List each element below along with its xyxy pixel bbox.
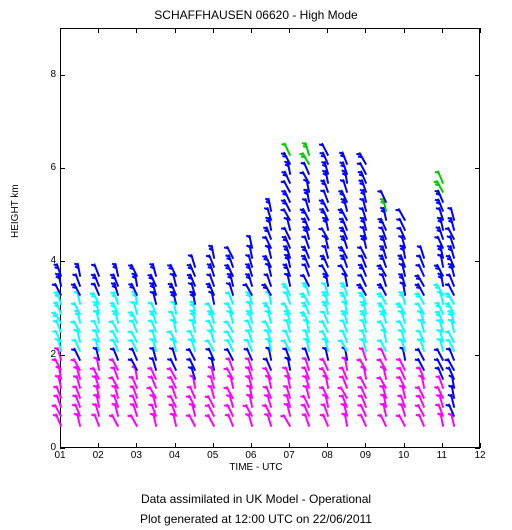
y-tick-label: 8: [26, 69, 56, 80]
x-tick-label: 06: [241, 450, 261, 461]
x-tick-label: 07: [279, 450, 299, 461]
x-tick-label: 05: [203, 450, 223, 461]
chart-title: SCHAFFHAUSEN 06620 - High Mode: [0, 8, 512, 22]
wind-barb: [304, 142, 309, 156]
wind-barb: [152, 263, 157, 277]
x-tick-label: 03: [126, 450, 146, 461]
x-tick-label: 08: [317, 450, 337, 461]
caption-line-1: Data assimilated in UK Model - Operation…: [0, 492, 512, 506]
y-tick-label: 4: [26, 255, 56, 266]
y-tick-label: 2: [26, 349, 56, 360]
x-tick-label: 02: [88, 450, 108, 461]
x-tick-label: 04: [165, 450, 185, 461]
plot-area: [60, 28, 480, 448]
x-tick-label: 11: [432, 450, 452, 461]
y-tick-label: 6: [26, 162, 56, 173]
caption-line-2: Plot generated at 12:00 UTC on 22/06/201…: [0, 512, 512, 526]
x-axis-label: TIME - UTC: [0, 462, 512, 473]
x-tick-label: 10: [394, 450, 414, 461]
y-axis-label: HEIGHT km: [10, 184, 21, 238]
x-tick-label: 01: [50, 450, 70, 461]
x-tick-label: 09: [355, 450, 375, 461]
x-tick-label: 12: [470, 450, 490, 461]
